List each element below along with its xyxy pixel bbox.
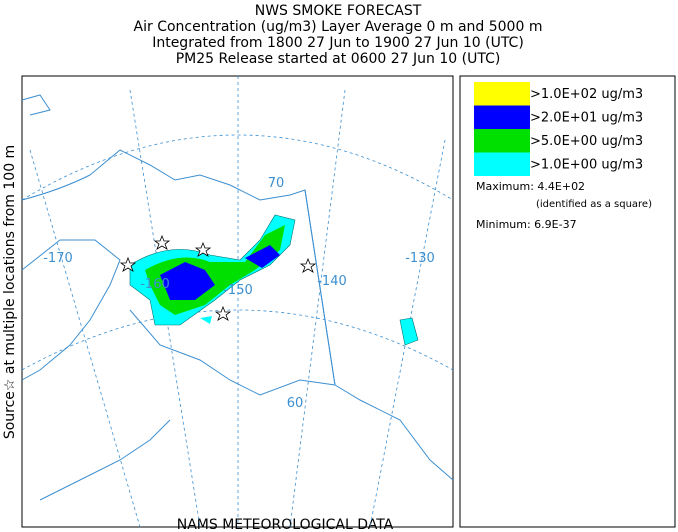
legend-label: >5.0E+00 ug/m3 [530,134,643,149]
header-line: PM25 Release started at 0600 27 Jun 10 (… [176,51,501,67]
maximum-note: (identified as a square) [536,199,652,210]
map-frame [21,75,454,528]
legend-label: >1.0E+00 ug/m3 [530,158,643,173]
map-label: -170 [43,251,73,266]
minimum: Minimum: 6.9E-37 [476,218,577,231]
legend-swatch [474,105,530,129]
maximum: Maximum: 4.4E+02 [476,180,585,193]
map [21,76,454,528]
header-line: Air Concentration (ug/m3) Layer Average … [134,19,543,35]
legend-frame [459,75,676,528]
map-label: 60 [287,396,304,411]
map-label: -140 [317,274,347,289]
map-label: 70 [268,176,285,191]
map-label: -130 [405,251,435,266]
side-label: Source☆ at multiple locations from 100 m [2,145,18,439]
footer: NAMS METEOROLOGICAL DATA [177,517,394,532]
header-line: Integrated from 1800 27 Jun to 1900 27 J… [152,35,524,51]
legend-swatch [474,82,530,106]
legend-label: >2.0E+01 ug/m3 [530,111,643,126]
title: NWS SMOKE FORECAST [255,3,422,19]
map-label: -160 [140,277,170,292]
legend-swatch [474,152,530,176]
map-label: -150 [223,283,253,298]
legend-label: >1.0E+02 ug/m3 [530,87,643,102]
legend-swatch [474,129,530,153]
